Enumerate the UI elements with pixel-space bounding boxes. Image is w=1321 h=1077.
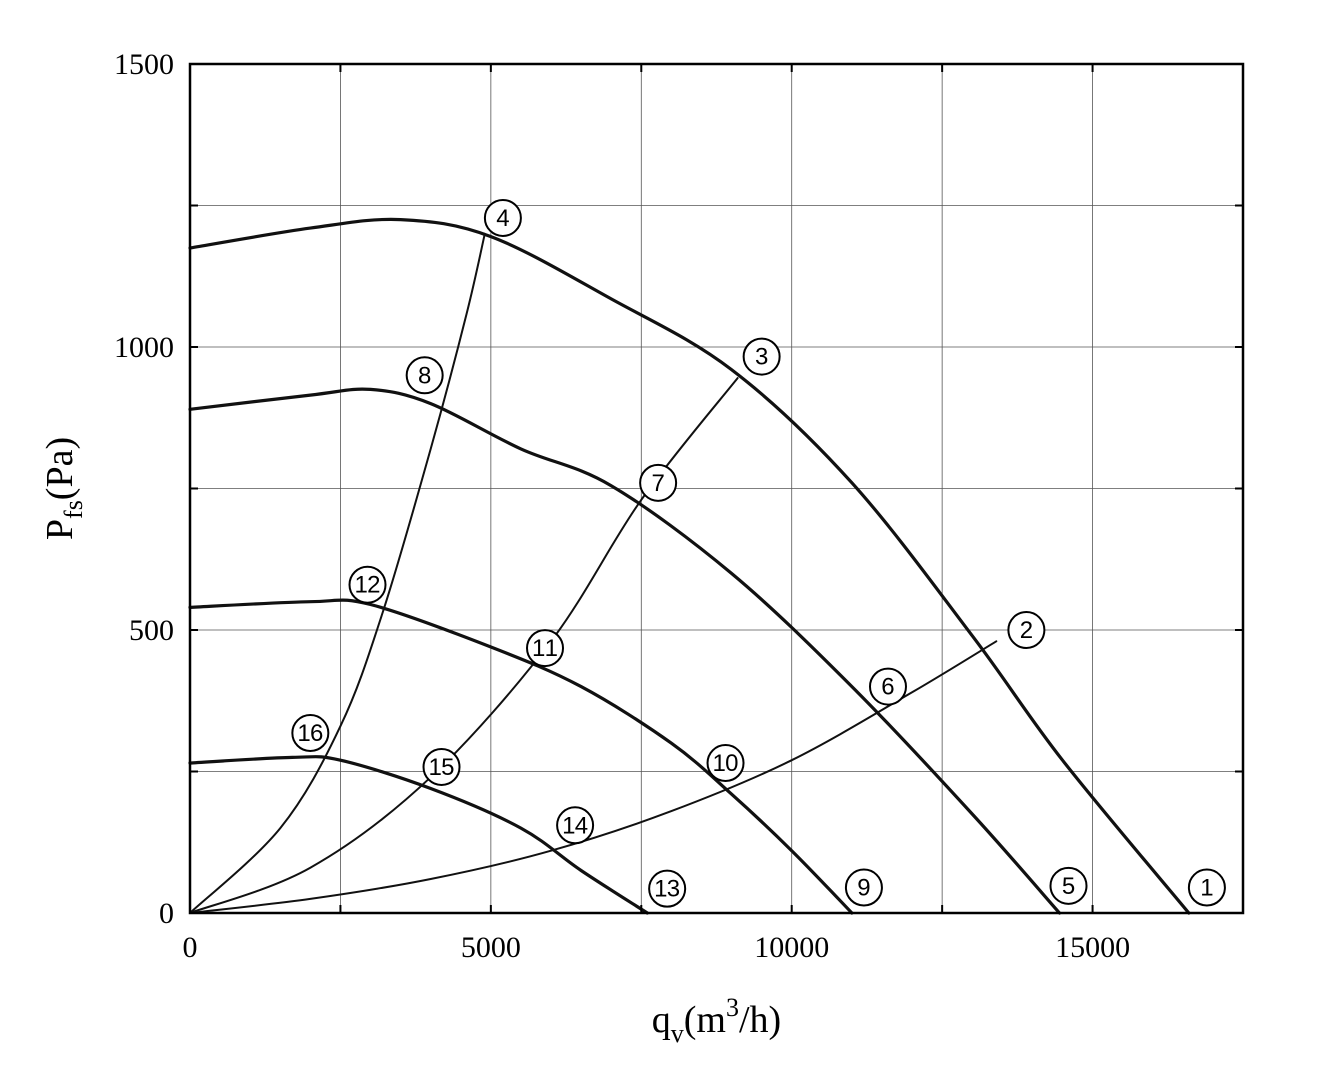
marker-label: 8 xyxy=(418,362,431,389)
marker-circle xyxy=(483,198,522,237)
marker-circle xyxy=(348,565,387,604)
marker-label: 13 xyxy=(654,876,680,903)
system-curve-2 xyxy=(189,377,739,914)
marker-circle xyxy=(639,463,678,502)
fan-curves xyxy=(188,217,1191,915)
grid xyxy=(190,64,1243,913)
marker-circle xyxy=(1007,611,1046,649)
marker-5: 5 xyxy=(1049,866,1088,905)
y-tick-label: 0 xyxy=(159,897,174,930)
marker-label: 16 xyxy=(297,720,323,747)
marker-12: 12 xyxy=(348,565,387,604)
fan-curve-3 xyxy=(188,598,854,915)
fan-curve-1 xyxy=(188,217,1191,915)
x-tick-label: 15000 xyxy=(1055,931,1130,964)
marker-label: 2 xyxy=(1020,617,1033,644)
marker-circle xyxy=(291,714,330,753)
marker-label: 14 xyxy=(562,812,588,839)
marker-10: 10 xyxy=(706,744,745,783)
marker-9: 9 xyxy=(844,868,883,907)
x-tick-label: 10000 xyxy=(754,931,829,964)
tick-marks xyxy=(189,63,1244,914)
marker-circle xyxy=(844,868,883,907)
marker-circle xyxy=(1187,868,1226,907)
y-tick-label: 1500 xyxy=(114,48,174,81)
marker-15: 15 xyxy=(422,747,461,786)
marker-label: 7 xyxy=(651,470,664,497)
marker-circle xyxy=(405,356,444,395)
marker-7: 7 xyxy=(639,463,678,502)
system-curve-1 xyxy=(189,232,486,914)
marker-circle xyxy=(422,747,461,786)
marker-14: 14 xyxy=(556,806,595,845)
marker-circle xyxy=(556,806,595,845)
tick-labels: 0 5000 10000 15000 0 500 1000 1500 xyxy=(114,48,1130,964)
marker-label: 6 xyxy=(881,674,894,701)
marker-circle xyxy=(706,744,745,783)
system-curve-3 xyxy=(189,640,998,914)
marker-label: 9 xyxy=(857,875,870,902)
system-curves xyxy=(189,232,998,914)
x-axis-title: qv(m3/h) xyxy=(652,993,781,1048)
marker-circle xyxy=(1049,866,1088,905)
fan-curve-2 xyxy=(188,387,1062,915)
marker-circle xyxy=(868,667,907,706)
marker-label: 15 xyxy=(429,754,455,781)
marker-circle xyxy=(648,869,687,908)
y-tick-label: 500 xyxy=(129,614,174,647)
fan-curve-4 xyxy=(188,755,649,915)
marker-circle xyxy=(742,337,781,376)
x-tick-label: 0 xyxy=(183,931,198,964)
marker-16: 16 xyxy=(291,714,330,753)
marker-11: 11 xyxy=(526,629,565,668)
marker-label: 11 xyxy=(532,635,558,662)
marker-6: 6 xyxy=(868,667,907,706)
marker-label: 10 xyxy=(713,750,739,777)
marker-label: 4 xyxy=(496,205,509,232)
marker-8: 8 xyxy=(405,356,444,395)
marker-label: 12 xyxy=(355,572,381,599)
marker-1: 1 xyxy=(1187,868,1226,907)
marker-13: 13 xyxy=(648,869,687,908)
marker-2: 2 xyxy=(1007,611,1046,649)
marker-label: 1 xyxy=(1200,875,1213,902)
marker-4: 4 xyxy=(483,198,522,237)
marker-circle xyxy=(526,629,565,668)
marker-label: 3 xyxy=(755,344,768,371)
marker-label: 5 xyxy=(1062,873,1075,900)
x-tick-label: 5000 xyxy=(461,931,521,964)
y-axis-title: Pfs(Pa) xyxy=(39,437,88,540)
y-tick-label: 1000 xyxy=(114,331,174,364)
marker-3: 3 xyxy=(742,337,781,376)
